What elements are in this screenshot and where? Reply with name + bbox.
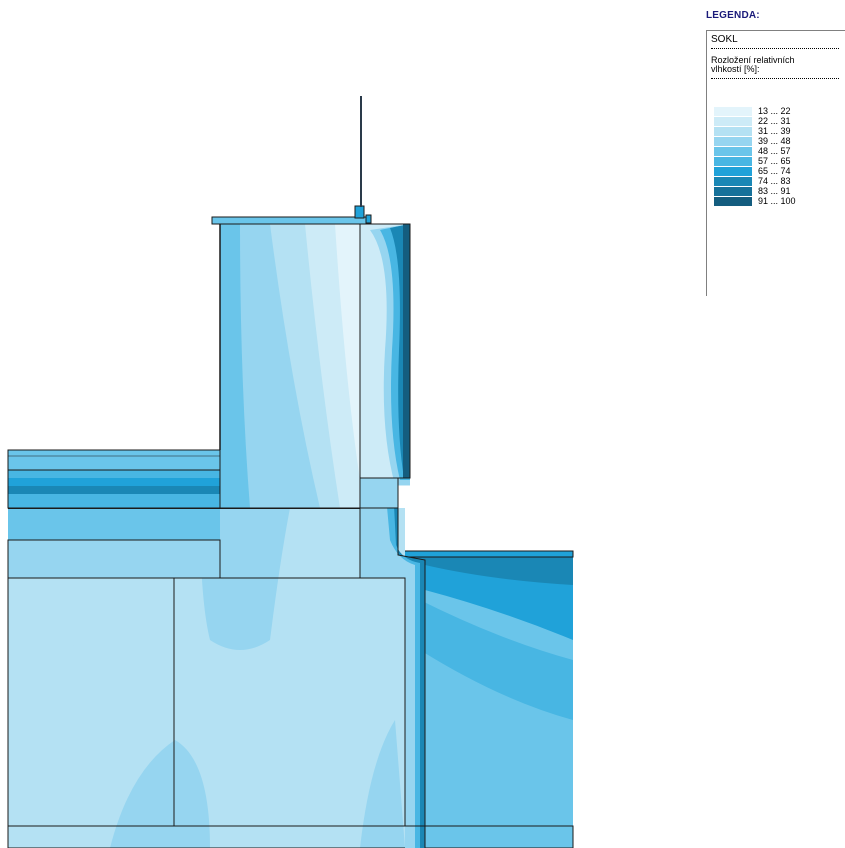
legend-range-label: 31 ... 39 [758,126,791,136]
legend-description-line2: vlhkostí [%]: [711,64,760,74]
legend-color-swatch [714,147,752,156]
soil-zone [397,550,574,848]
legend-range-label: 39 ... 48 [758,136,791,146]
legend-range-label: 74 ... 83 [758,176,791,186]
base-block [7,507,574,848]
legend-description: Rozložení relativních vlhkostí [%]: [711,56,841,74]
legend-range-row: 65 ... 74 [714,166,839,176]
legend-range-row: 48 ... 57 [714,146,839,156]
upper-wall [219,223,361,509]
legend-range-label: 22 ... 31 [758,116,791,126]
legend-heading: LEGENDA: [706,10,760,21]
legend-range-label: 91 ... 100 [758,196,796,206]
legend-color-swatch [714,177,752,186]
legend-panel: SOKL Rozložení relativních vlhkostí [%]:… [706,30,845,296]
facade-layer [359,223,411,509]
legend-color-swatch [714,137,752,146]
legend-color-swatch [714,107,752,116]
legend-range-label: 65 ... 74 [758,166,791,176]
wall-edge-gradient [359,485,426,848]
legend-range-row: 83 ... 91 [714,186,839,196]
legend-model-name: SOKL [711,34,738,45]
legend-range-row: 74 ... 83 [714,176,839,186]
legend-color-swatch [714,127,752,136]
legend-range-row: 57 ... 65 [714,156,839,166]
legend-range-row: 91 ... 100 [714,196,839,206]
wall-coping [211,96,372,225]
legend-range-label: 13 ... 22 [758,106,791,116]
legend-range-label: 83 ... 91 [758,186,791,196]
floor-slab [7,449,221,509]
legend-range-row: 39 ... 48 [714,136,839,146]
legend-range-label: 57 ... 65 [758,156,791,166]
legend-color-swatch [714,167,752,176]
legend-range-row: 13 ... 22 [714,106,839,116]
legend-divider [711,78,839,79]
legend-range-row: 22 ... 31 [714,116,839,126]
legend-divider [711,48,839,49]
legend-color-swatch [714,187,752,196]
legend-color-swatch [714,157,752,166]
legend-description-line1: Rozložení relativních [711,55,795,65]
legend-color-swatch [714,197,752,206]
legend-range-label: 48 ... 57 [758,146,791,156]
legend-color-swatch [714,117,752,126]
legend-range-row: 31 ... 39 [714,126,839,136]
